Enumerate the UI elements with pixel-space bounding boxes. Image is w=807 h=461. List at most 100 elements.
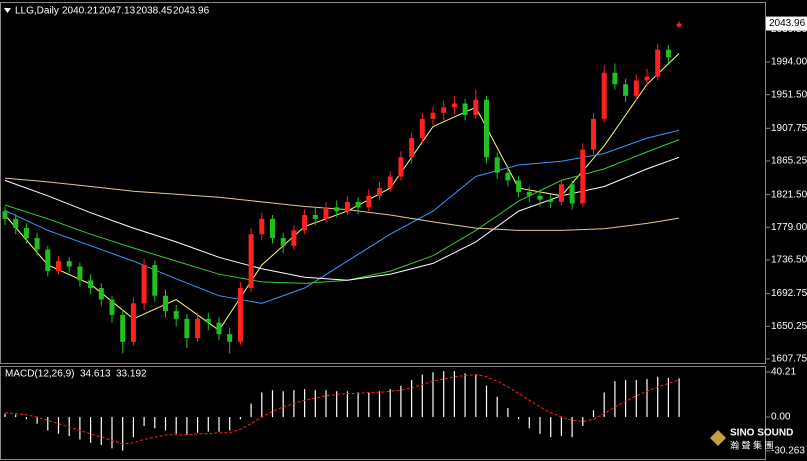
y-tick-label: 1865.25 [771,156,807,167]
candle-body [45,249,51,272]
macd-panel-frame [0,366,766,460]
candle-body [484,99,489,158]
candle-body [23,228,29,239]
y-tick-label: 40.21 [771,367,796,378]
moving-average [4,129,680,304]
signal-line [4,373,680,445]
candle-body [109,299,115,315]
candle-body [270,218,275,239]
candle-body [419,118,425,139]
y-tick-label: 1779.00 [771,222,807,233]
candle-body [248,234,254,289]
candle-body [302,214,308,231]
candle-body [344,201,350,212]
candle-body [505,172,511,181]
candle-body [66,261,72,267]
y-tick-label: 0.00 [771,412,791,423]
candle-body [323,207,329,219]
logo-subtitle: 瀚 聲 集 團 [730,439,774,450]
candle-body [591,118,596,150]
y-tick-label: 1736.50 [771,255,807,266]
header-low: 2038.45 [136,6,173,17]
candle-body [280,238,286,246]
candle-body [98,288,104,300]
candle-body [366,195,372,208]
macd-value: 34.613 [80,369,111,380]
y-tick-label: 1650.25 [771,321,807,332]
candle-body [312,214,318,219]
candle-body [601,72,607,119]
candle-body [184,318,190,339]
candle-body [623,84,629,96]
candle-body [462,103,468,116]
candle-body [259,218,265,235]
candle-body [120,314,126,342]
candle-body [216,322,222,335]
candle-body [13,218,19,229]
price-label-box [766,16,807,31]
candle-body [334,207,340,212]
logo-icon [710,430,726,446]
candle-body [205,318,211,323]
y-tick-label: 1821.50 [771,189,807,200]
candle-body [56,261,61,272]
logo-name: SINO SOUND [730,428,793,439]
candle-body [644,76,650,81]
candle-body [526,191,532,196]
candle-body [451,103,457,108]
menu-triangle [4,8,11,13]
candle-body [398,157,404,177]
candle-body [676,23,682,27]
main-panel-frame [0,2,766,364]
y-tick-label: 1951.50 [771,89,807,100]
candle-body [441,107,447,113]
candle-body [195,318,201,339]
header-open: 2040.21 [62,6,99,17]
candle-body [612,72,618,85]
candle-body [237,288,243,342]
y-tick-label: -30.263 [771,446,805,457]
candle-body [430,112,436,119]
logo: SINO SOUND 瀚 聲 集 團 [710,428,793,450]
candle-body [88,280,94,289]
moving-average [4,156,680,281]
candle-body [152,264,158,296]
candle-body [409,138,415,158]
y-tick-label: 1607.75 [771,354,807,365]
price-label: 2043.96 [769,18,806,29]
y-tick-label: 1907.75 [771,123,807,134]
candle-body [130,303,136,342]
candle-body [227,334,233,342]
candle-body [494,157,500,173]
candle-body [163,295,168,312]
candle-body [291,230,297,246]
chart-title: LLG,Daily [15,6,59,17]
header-high: 2047.13 [99,6,136,17]
candle-body [569,184,575,204]
signal-value: 33.192 [116,369,147,380]
candle-body [473,99,479,116]
candle-body [141,264,147,304]
candle-body [2,211,8,219]
candle-body [377,188,382,196]
candle-body [548,199,554,202]
candle-body [558,184,564,202]
candle-body [580,149,586,204]
y-tick-label: 1994.00 [771,57,807,68]
header-close: 2043.96 [173,6,210,17]
candle-body [34,238,40,250]
candle-body [173,311,179,319]
candle-body [77,266,83,281]
y-tick-label: 1692.75 [771,288,807,299]
candle-body [355,201,361,208]
candle-body [665,49,671,58]
candle-body [655,49,661,77]
candle-body [387,176,393,189]
macd-title: MACD(12,26,9) [5,369,74,380]
candle-body [516,180,522,192]
candle-body [633,80,639,96]
candle-body [537,195,543,200]
